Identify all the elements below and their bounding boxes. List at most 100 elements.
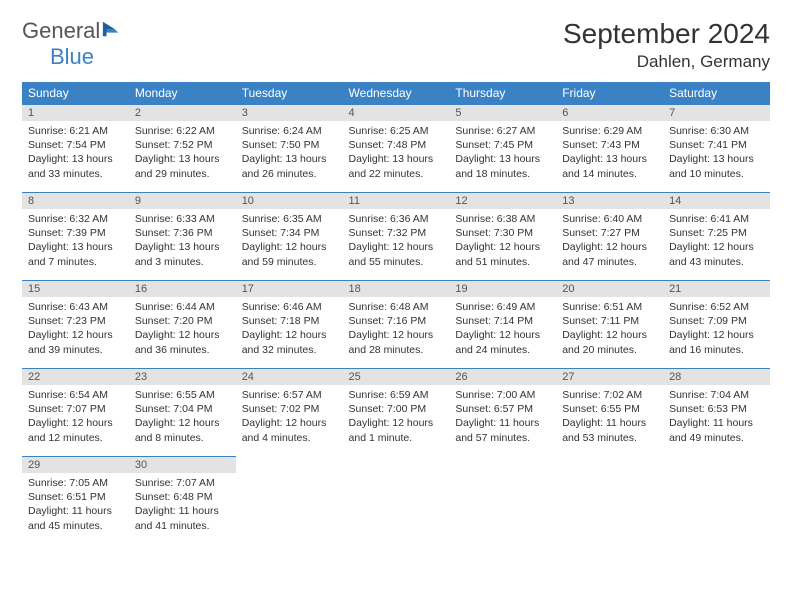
calendar-cell: 9Sunrise: 6:33 AMSunset: 7:36 PMDaylight… xyxy=(129,193,236,281)
day-sunset: Sunset: 7:30 PM xyxy=(455,226,550,240)
day-daylight2: and 57 minutes. xyxy=(455,431,550,445)
day-daylight2: and 51 minutes. xyxy=(455,255,550,269)
day-body: Sunrise: 6:44 AMSunset: 7:20 PMDaylight:… xyxy=(129,297,236,361)
day-number: 20 xyxy=(556,281,663,297)
day-daylight2: and 59 minutes. xyxy=(242,255,337,269)
day-body: Sunrise: 7:07 AMSunset: 6:48 PMDaylight:… xyxy=(129,473,236,537)
day-sunset: Sunset: 6:51 PM xyxy=(28,490,123,504)
day-daylight1: Daylight: 12 hours xyxy=(28,416,123,430)
day-daylight1: Daylight: 12 hours xyxy=(562,328,657,342)
day-daylight2: and 7 minutes. xyxy=(28,255,123,269)
day-number: 17 xyxy=(236,281,343,297)
calendar-row: 29Sunrise: 7:05 AMSunset: 6:51 PMDayligh… xyxy=(22,457,770,545)
day-sunrise: Sunrise: 6:59 AM xyxy=(349,388,444,402)
day-daylight2: and 8 minutes. xyxy=(135,431,230,445)
day-sunrise: Sunrise: 6:35 AM xyxy=(242,212,337,226)
calendar-cell: 16Sunrise: 6:44 AMSunset: 7:20 PMDayligh… xyxy=(129,281,236,369)
logo-blue: Blue xyxy=(50,44,94,69)
day-number: 5 xyxy=(449,105,556,121)
day-daylight1: Daylight: 12 hours xyxy=(242,240,337,254)
day-daylight2: and 22 minutes. xyxy=(349,167,444,181)
day-number: 19 xyxy=(449,281,556,297)
day-daylight1: Daylight: 12 hours xyxy=(455,328,550,342)
day-sunset: Sunset: 7:25 PM xyxy=(669,226,764,240)
weekday-header-row: Sunday Monday Tuesday Wednesday Thursday… xyxy=(22,82,770,105)
day-number: 16 xyxy=(129,281,236,297)
day-sunset: Sunset: 7:43 PM xyxy=(562,138,657,152)
day-number: 11 xyxy=(343,193,450,209)
day-number: 9 xyxy=(129,193,236,209)
day-body: Sunrise: 6:25 AMSunset: 7:48 PMDaylight:… xyxy=(343,121,450,185)
day-sunset: Sunset: 7:27 PM xyxy=(562,226,657,240)
day-daylight1: Daylight: 13 hours xyxy=(562,152,657,166)
day-sunset: Sunset: 7:00 PM xyxy=(349,402,444,416)
day-sunset: Sunset: 7:50 PM xyxy=(242,138,337,152)
day-body: Sunrise: 6:38 AMSunset: 7:30 PMDaylight:… xyxy=(449,209,556,273)
month-title: September 2024 xyxy=(563,18,770,50)
day-sunrise: Sunrise: 7:07 AM xyxy=(135,476,230,490)
weekday-header: Thursday xyxy=(449,82,556,105)
day-body: Sunrise: 6:52 AMSunset: 7:09 PMDaylight:… xyxy=(663,297,770,361)
day-sunrise: Sunrise: 7:02 AM xyxy=(562,388,657,402)
day-number: 3 xyxy=(236,105,343,121)
day-daylight1: Daylight: 12 hours xyxy=(242,328,337,342)
day-number: 7 xyxy=(663,105,770,121)
day-sunset: Sunset: 6:53 PM xyxy=(669,402,764,416)
day-number: 6 xyxy=(556,105,663,121)
day-daylight1: Daylight: 11 hours xyxy=(669,416,764,430)
calendar-row: 1Sunrise: 6:21 AMSunset: 7:54 PMDaylight… xyxy=(22,105,770,193)
day-daylight1: Daylight: 13 hours xyxy=(455,152,550,166)
day-daylight2: and 24 minutes. xyxy=(455,343,550,357)
day-sunset: Sunset: 7:41 PM xyxy=(669,138,764,152)
day-daylight1: Daylight: 12 hours xyxy=(135,416,230,430)
day-sunset: Sunset: 7:02 PM xyxy=(242,402,337,416)
day-daylight2: and 28 minutes. xyxy=(349,343,444,357)
day-daylight2: and 32 minutes. xyxy=(242,343,337,357)
calendar-cell: 2Sunrise: 6:22 AMSunset: 7:52 PMDaylight… xyxy=(129,105,236,193)
calendar-cell: 23Sunrise: 6:55 AMSunset: 7:04 PMDayligh… xyxy=(129,369,236,457)
day-daylight2: and 18 minutes. xyxy=(455,167,550,181)
day-sunrise: Sunrise: 6:40 AM xyxy=(562,212,657,226)
calendar-cell: 18Sunrise: 6:48 AMSunset: 7:16 PMDayligh… xyxy=(343,281,450,369)
day-body: Sunrise: 6:48 AMSunset: 7:16 PMDaylight:… xyxy=(343,297,450,361)
day-sunrise: Sunrise: 6:52 AM xyxy=(669,300,764,314)
day-number: 4 xyxy=(343,105,450,121)
day-daylight1: Daylight: 12 hours xyxy=(349,416,444,430)
day-sunset: Sunset: 6:48 PM xyxy=(135,490,230,504)
day-daylight1: Daylight: 12 hours xyxy=(562,240,657,254)
day-daylight1: Daylight: 11 hours xyxy=(455,416,550,430)
day-daylight2: and 16 minutes. xyxy=(669,343,764,357)
day-daylight1: Daylight: 13 hours xyxy=(28,240,123,254)
day-daylight2: and 45 minutes. xyxy=(28,519,123,533)
day-body: Sunrise: 6:59 AMSunset: 7:00 PMDaylight:… xyxy=(343,385,450,449)
day-body: Sunrise: 6:49 AMSunset: 7:14 PMDaylight:… xyxy=(449,297,556,361)
day-daylight2: and 20 minutes. xyxy=(562,343,657,357)
day-sunrise: Sunrise: 7:00 AM xyxy=(455,388,550,402)
calendar-cell xyxy=(343,457,450,545)
day-number: 12 xyxy=(449,193,556,209)
calendar-cell: 10Sunrise: 6:35 AMSunset: 7:34 PMDayligh… xyxy=(236,193,343,281)
calendar-cell: 5Sunrise: 6:27 AMSunset: 7:45 PMDaylight… xyxy=(449,105,556,193)
day-daylight2: and 36 minutes. xyxy=(135,343,230,357)
day-sunset: Sunset: 7:04 PM xyxy=(135,402,230,416)
day-body: Sunrise: 6:27 AMSunset: 7:45 PMDaylight:… xyxy=(449,121,556,185)
day-sunset: Sunset: 7:48 PM xyxy=(349,138,444,152)
calendar-cell: 8Sunrise: 6:32 AMSunset: 7:39 PMDaylight… xyxy=(22,193,129,281)
day-daylight1: Daylight: 13 hours xyxy=(28,152,123,166)
day-body: Sunrise: 6:30 AMSunset: 7:41 PMDaylight:… xyxy=(663,121,770,185)
day-sunrise: Sunrise: 6:36 AM xyxy=(349,212,444,226)
day-daylight2: and 29 minutes. xyxy=(135,167,230,181)
day-sunset: Sunset: 7:54 PM xyxy=(28,138,123,152)
logo: General Blue xyxy=(22,18,120,70)
day-daylight1: Daylight: 11 hours xyxy=(562,416,657,430)
day-daylight1: Daylight: 11 hours xyxy=(135,504,230,518)
day-sunrise: Sunrise: 6:27 AM xyxy=(455,124,550,138)
day-sunset: Sunset: 7:23 PM xyxy=(28,314,123,328)
day-number: 21 xyxy=(663,281,770,297)
day-sunset: Sunset: 6:55 PM xyxy=(562,402,657,416)
day-daylight2: and 14 minutes. xyxy=(562,167,657,181)
day-daylight1: Daylight: 12 hours xyxy=(455,240,550,254)
day-sunrise: Sunrise: 6:43 AM xyxy=(28,300,123,314)
day-sunrise: Sunrise: 6:38 AM xyxy=(455,212,550,226)
day-number: 8 xyxy=(22,193,129,209)
